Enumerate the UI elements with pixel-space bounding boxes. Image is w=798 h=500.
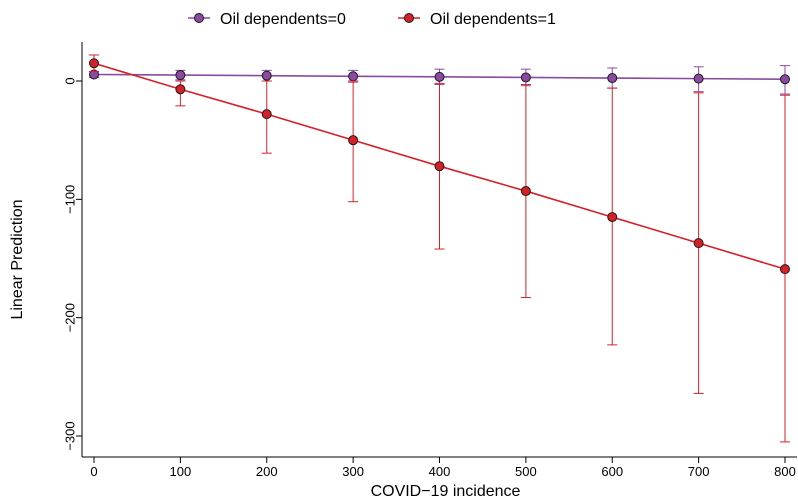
- plot-area: [89, 54, 790, 443]
- legend-marker: [194, 13, 204, 23]
- legend-label: Oil dependents=1: [430, 11, 556, 28]
- legend-item-0: Oil dependents=0: [188, 11, 346, 28]
- y-tick-label: 0: [63, 77, 78, 84]
- data-point: [434, 161, 445, 172]
- data-point: [175, 70, 186, 81]
- data-point: [520, 72, 531, 83]
- y-tick-label: −100: [63, 185, 78, 214]
- data-point: [261, 70, 272, 81]
- x-tick-label: 600: [601, 464, 623, 479]
- axes: Linear Prediction COVID−19 incidence 0 −1…: [9, 42, 797, 500]
- data-point: [261, 109, 272, 120]
- x-tick-label: 200: [256, 464, 278, 479]
- data-point: [693, 238, 704, 249]
- data-point: [434, 71, 445, 82]
- data-point: [89, 58, 99, 69]
- y-tick-label: −200: [63, 303, 78, 332]
- x-tick-label: 100: [170, 464, 192, 479]
- x-tick-label: 400: [429, 464, 451, 479]
- legend-marker: [404, 13, 414, 23]
- x-tick-label: 300: [342, 464, 364, 479]
- series-1: [89, 54, 790, 443]
- data-point: [780, 74, 790, 85]
- legend-item-1: Oil dependents=1: [398, 11, 556, 28]
- x-tick-label: 800: [774, 464, 796, 479]
- data-point: [348, 71, 359, 82]
- x-axis-title: COVID−19 incidence: [371, 483, 521, 500]
- y-axis-title: Linear Prediction: [9, 199, 26, 319]
- x-tick-label: 500: [515, 464, 537, 479]
- data-point: [780, 264, 790, 275]
- data-point: [693, 73, 704, 84]
- data-point: [348, 135, 359, 146]
- y-tick-label: −300: [63, 421, 78, 450]
- data-point: [520, 186, 531, 197]
- legend: Oil dependents=0 Oil dependents=1: [188, 11, 556, 28]
- data-point: [175, 84, 186, 95]
- x-tick-label: 700: [688, 464, 710, 479]
- data-point: [607, 73, 618, 84]
- x-tick-label: 0: [90, 464, 97, 479]
- legend-label: Oil dependents=0: [220, 11, 346, 28]
- data-point: [607, 212, 618, 223]
